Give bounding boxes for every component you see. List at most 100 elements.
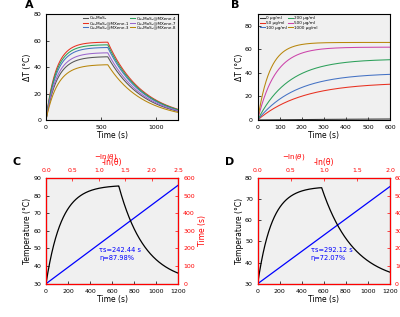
0 μg/ml [255, 118, 260, 122]
Y-axis label: Temperature (°C): Temperature (°C) [234, 198, 244, 264]
Cu₂MoS₄@MXene-8 [176, 111, 181, 114]
Line: Cu₂MoS₄@MXene-8: Cu₂MoS₄@MXene-8 [46, 65, 178, 120]
100 μg/ml [273, 100, 278, 104]
Line: Cu₂MoS₄@MXene-1: Cu₂MoS₄@MXene-1 [46, 42, 178, 120]
Cu₂MoS₄@MXene-4 [104, 43, 108, 47]
200 μg/ml [273, 92, 278, 95]
Cu₂MoS₄@MXene-1 [58, 58, 63, 62]
Text: B: B [231, 0, 240, 10]
Text: τs=292.12 s
η=72.07%: τs=292.12 s η=72.07% [311, 247, 352, 262]
500 μg/ml [273, 72, 278, 76]
50 μg/ml [328, 88, 332, 92]
Cu₂MoS₄@MXene-8 [62, 74, 66, 78]
50 μg/ml [278, 103, 282, 107]
Line: 50 μg/ml: 50 μg/ml [258, 84, 390, 120]
Line: Cu₂MoS₄@MXene-4: Cu₂MoS₄@MXene-4 [46, 45, 178, 120]
Cu₂MoS₄@MXene-7 [47, 99, 52, 103]
Text: C: C [13, 158, 21, 167]
50 μg/ml [255, 118, 260, 122]
0 μg/ml [300, 118, 305, 121]
Cu₂MoS₄ [62, 67, 66, 71]
Cu₂MoS₄ [54, 80, 59, 84]
1000 μg/ml [325, 41, 330, 45]
Cu₂MoS₄@MXene-3 [44, 118, 48, 122]
100 μg/ml [300, 85, 305, 89]
Cu₂MoS₄@MXene-4 [105, 43, 110, 47]
Text: $-\ln(\theta)$: $-\ln(\theta)$ [282, 152, 306, 162]
Legend: 0 μg/ml, 50 μg/ml, 100 μg/ml, 200 μg/ml, 500 μg/ml, 1000 μg/ml: 0 μg/ml, 50 μg/ml, 100 μg/ml, 200 μg/ml,… [260, 16, 318, 29]
Cu₂MoS₄@MXene-7 [156, 102, 160, 106]
Cu₂MoS₄@MXene-3 [58, 64, 63, 68]
Text: τs=242.44 s
η=87.98%: τs=242.44 s η=87.98% [99, 247, 141, 262]
500 μg/ml [388, 45, 392, 49]
Line: 0 μg/ml: 0 μg/ml [258, 119, 390, 120]
0 μg/ml [328, 117, 332, 121]
Y-axis label: Temperature (°C): Temperature (°C) [23, 198, 32, 264]
Cu₂MoS₄@MXene-4 [58, 61, 63, 65]
Legend: Cu₂MoS₄, Cu₂MoS₄@MXene-1, Cu₂MoS₄@MXene-3, Cu₂MoS₄@MXene-4, Cu₂MoS₄@MXene-7, Cu₂: Cu₂MoS₄, Cu₂MoS₄@MXene-1, Cu₂MoS₄@MXene-… [84, 16, 176, 29]
50 μg/ml [273, 106, 278, 109]
200 μg/ml [255, 118, 260, 122]
Cu₂MoS₄@MXene-7 [104, 51, 108, 55]
0 μg/ml [325, 118, 330, 121]
0 μg/ml [388, 117, 392, 121]
Cu₂MoS₄@MXene-1 [62, 53, 66, 56]
Cu₂MoS₄@MXene-1 [44, 118, 48, 122]
Text: $-\ln(\theta)$: $-\ln(\theta)$ [94, 152, 118, 162]
200 μg/ml [313, 67, 318, 70]
Cu₂MoS₄@MXene-7 [54, 77, 59, 81]
Cu₂MoS₄@MXene-3 [54, 73, 59, 77]
500 μg/ml [328, 47, 332, 50]
1000 μg/ml [300, 42, 305, 46]
Line: Cu₂MoS₄@MXene-7: Cu₂MoS₄@MXene-7 [46, 53, 178, 120]
Line: 200 μg/ml: 200 μg/ml [258, 60, 390, 120]
Cu₂MoS₄@MXene-8 [105, 63, 110, 67]
Cu₂MoS₄@MXene-4 [54, 70, 59, 74]
X-axis label: -ln(θ): -ln(θ) [314, 158, 334, 167]
Cu₂MoS₄@MXene-1 [104, 40, 108, 44]
Cu₂MoS₄@MXene-4 [47, 95, 52, 99]
1000 μg/ml [255, 118, 260, 122]
Cu₂MoS₄@MXene-1 [47, 94, 52, 98]
1000 μg/ml [388, 41, 392, 44]
Cu₂MoS₄@MXene-1 [105, 40, 110, 44]
Cu₂MoS₄@MXene-3 [62, 58, 66, 62]
Cu₂MoS₄@MXene-4 [62, 55, 66, 59]
X-axis label: Time (s): Time (s) [97, 131, 128, 140]
50 μg/ml [388, 82, 392, 86]
1000 μg/ml [273, 59, 278, 62]
Text: A: A [25, 0, 34, 10]
500 μg/ml [255, 118, 260, 122]
Cu₂MoS₄ [58, 72, 63, 75]
Cu₂MoS₄@MXene-1 [54, 68, 59, 72]
Cu₂MoS₄@MXene-8 [58, 78, 63, 82]
0 μg/ml [273, 118, 278, 122]
Cu₂MoS₄@MXene-8 [47, 103, 52, 107]
200 μg/ml [328, 63, 332, 67]
Cu₂MoS₄@MXene-1 [176, 107, 181, 111]
Line: Cu₂MoS₄: Cu₂MoS₄ [46, 57, 178, 120]
Cu₂MoS₄@MXene-4 [176, 108, 181, 112]
Text: D: D [225, 158, 234, 167]
500 μg/ml [278, 66, 282, 70]
X-axis label: Time (s): Time (s) [308, 131, 339, 140]
200 μg/ml [325, 63, 330, 67]
Cu₂MoS₄@MXene-8 [156, 105, 160, 109]
Cu₂MoS₄@MXene-3 [176, 108, 181, 112]
100 μg/ml [255, 118, 260, 122]
100 μg/ml [313, 81, 318, 85]
500 μg/ml [313, 48, 318, 52]
Cu₂MoS₄@MXene-7 [62, 63, 66, 67]
Y-axis label: ΔT (°C): ΔT (°C) [23, 53, 32, 81]
Line: 100 μg/ml: 100 μg/ml [258, 74, 390, 120]
50 μg/ml [300, 94, 305, 98]
Cu₂MoS₄ [104, 55, 108, 59]
X-axis label: Time (s): Time (s) [308, 295, 339, 304]
Cu₂MoS₄ [44, 118, 48, 122]
Cu₂MoS₄ [47, 100, 52, 104]
0 μg/ml [278, 118, 282, 122]
100 μg/ml [328, 78, 332, 82]
Cu₂MoS₄@MXene-7 [105, 51, 110, 55]
Cu₂MoS₄@MXene-4 [44, 118, 48, 122]
Cu₂MoS₄@MXene-7 [58, 68, 63, 72]
